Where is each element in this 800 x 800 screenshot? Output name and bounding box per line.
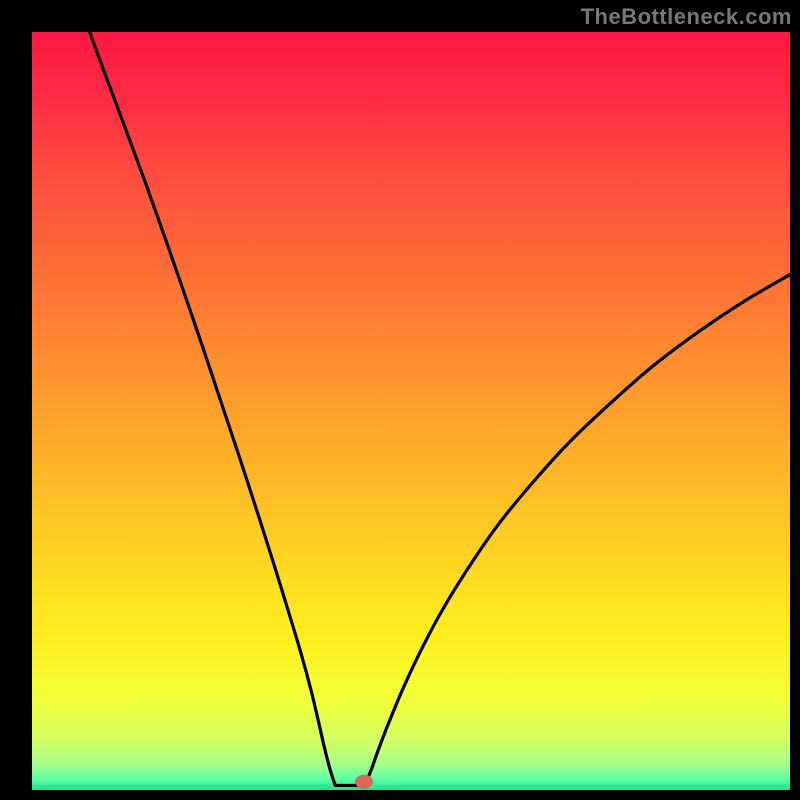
plot-background	[32, 32, 790, 790]
bottleneck-chart	[0, 0, 800, 800]
watermark-text: TheBottleneck.com	[581, 4, 792, 30]
optimum-marker	[355, 775, 373, 789]
